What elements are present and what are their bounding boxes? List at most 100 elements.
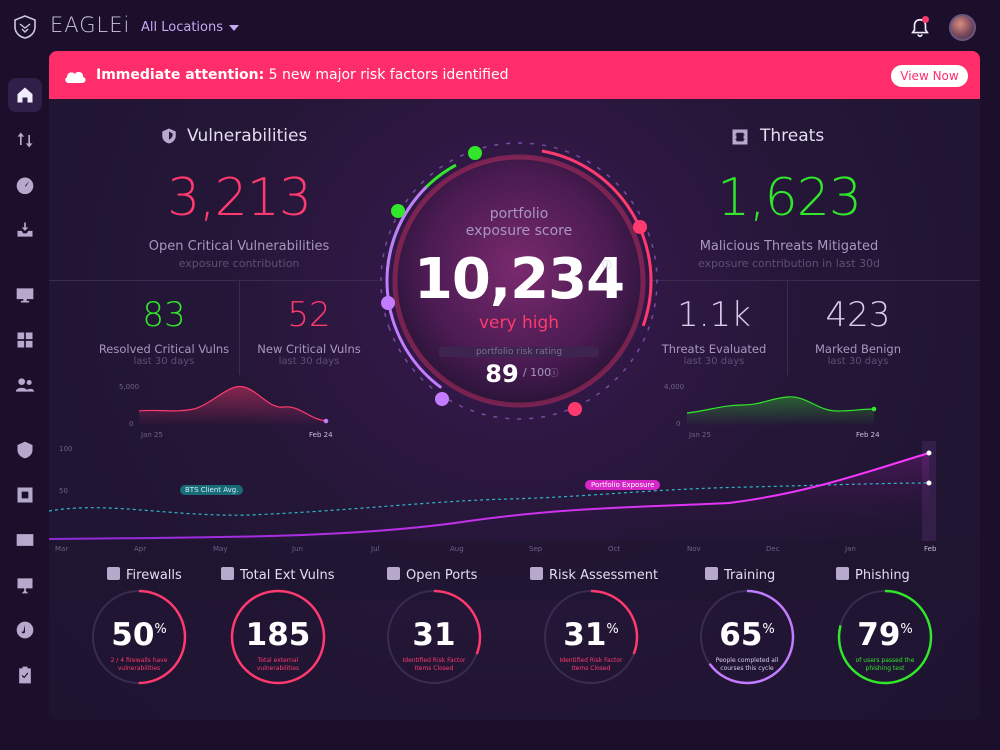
nav-phishing[interactable] [8,613,42,647]
kpi-ring-progress [837,589,933,685]
score-label-line1: portfolio [489,206,549,222]
kpi-value: 50% [111,617,167,653]
kpi-title: Phishing [836,567,910,583]
sidebar [0,55,50,750]
nav-ports[interactable] [8,523,42,557]
nav-monitor[interactable] [8,278,42,312]
score-label-line2: exposure score [465,223,573,239]
top-bar: EAGLEi All Locations [0,0,1000,55]
kpi-title-text: Risk Assessment [549,568,659,583]
threats-mitigated-value: 1,623 [717,168,862,228]
threats-mitigated-label: Malicious Threats Mitigated [699,239,879,254]
open-critical-vulns-value: 3,213 [167,168,312,228]
kpi-caption: Identified Risk Factor Items Closed [402,657,466,672]
nav-widgets[interactable] [8,323,42,357]
divider [787,280,788,375]
view-now-button[interactable]: View Now [891,65,968,87]
exposure-score-gauge [380,142,658,420]
nav-assessment[interactable] [8,658,42,692]
alert-message: Immediate attention: 5 new major risk fa… [96,67,508,83]
kpi-title: Open Ports [387,567,477,583]
location-label: All Locations [141,20,224,35]
portfolio-exposure-tag: Portfolio Exposure [585,480,661,490]
location-dropdown[interactable]: All Locations [141,20,240,35]
kpi-ring [543,589,639,685]
eagle-shield-icon [14,15,36,39]
kpi-ring-progress [91,589,187,685]
kpi-icon [221,567,234,580]
nav-inbox[interactable] [8,213,42,247]
info-icon[interactable]: ⓘ [602,261,612,271]
threats-mitigated-sub: exposure contribution in last 30d [697,257,881,270]
alert-prefix: Immediate attention: [96,67,265,83]
kpi-title-text: Total Ext Vulns [240,568,335,583]
alert-text: 5 new major risk factors identified [268,67,509,83]
kpi-value: 79% [857,617,913,653]
bug-icon [17,487,33,503]
kpi-icon [836,567,849,580]
threats-evaluated-value: 1.1k [677,295,751,335]
shield-icon [162,128,176,144]
trend-month-label: Apr [134,545,147,553]
shield-icon [17,441,33,459]
kpi-ring [230,589,326,685]
kpi-suffix: % [606,622,619,637]
marked-benign-value: 423 [825,295,891,335]
kpi-icon [387,567,400,580]
threats-sparkline [687,396,877,426]
kpi-title-text: Open Ports [406,568,478,583]
alert-banner: Immediate attention: 5 new major risk fa… [49,51,980,99]
trend-month-label: Jun [292,545,303,553]
nav-transfers[interactable] [8,123,42,157]
threats-evaluated-label: Threats Evaluated [661,342,767,356]
kpi-title: Firewalls [107,567,182,583]
divider [239,280,240,375]
brand-logo-text[interactable]: EAGLEi [50,13,131,37]
user-avatar[interactable] [949,14,976,41]
info-icon[interactable]: ⓘ [549,369,559,379]
kpi-ring-progress [386,589,482,685]
chevron-down-icon [229,24,240,31]
bug-icon [732,129,748,145]
kpi-caption: People completed all courses this cycle [715,657,779,672]
kpi-title: Risk Assessment [530,567,658,583]
threats-evaluated-sub: last 30 days [683,356,745,367]
nav-vulnerabilities[interactable] [8,433,42,467]
nav-threats[interactable] [8,478,42,512]
trend-month-label: May [213,545,228,553]
new-vulns-sub: last 30 days [278,356,340,367]
spark-axis-min: 0 [129,420,134,428]
divider [649,280,980,281]
nav-training[interactable] [8,568,42,602]
kpi-title-text: Firewalls [126,568,182,583]
trend-month-label: Mar [55,545,69,553]
nav-dashboard[interactable] [8,168,42,202]
kpi-caption: of users passed the phishing test [855,657,915,672]
marked-benign-sub: last 30 days [827,356,889,367]
monitor-icon [16,288,34,303]
clipboard-check-icon [19,666,31,684]
hook-icon [16,621,34,639]
notification-dot [922,16,929,23]
kpi-ring [386,589,482,685]
spark-axis-start: Jan 25 [141,431,163,439]
main-panel: Immediate attention: 5 new major risk fa… [49,51,980,720]
nav-users[interactable] [8,368,42,402]
resolved-vulns-label: Resolved Critical Vulns [98,342,230,356]
spark-axis-min: 0 [676,420,681,428]
kpi-icon [530,567,543,580]
cloud-alert-icon [65,71,86,83]
kpi-caption: Identified Risk Factor Items Closed [559,657,623,672]
trend-month-label: Aug [450,545,464,553]
nav-home[interactable] [8,78,42,112]
kpi-value: 185 [245,617,311,653]
divider [49,280,379,281]
kpi-caption: Total external vulnerabilities [256,657,300,672]
kpi-caption: 2 / 4 firewalls have vulnerabilities [110,657,168,672]
presentation-icon [17,578,33,594]
new-vulns-value: 52 [287,295,331,335]
trend-axis-lo: 50 [59,487,68,495]
spark-axis-end: Feb 24 [309,431,333,439]
port-icon [16,534,34,546]
kpi-ring [91,589,187,685]
